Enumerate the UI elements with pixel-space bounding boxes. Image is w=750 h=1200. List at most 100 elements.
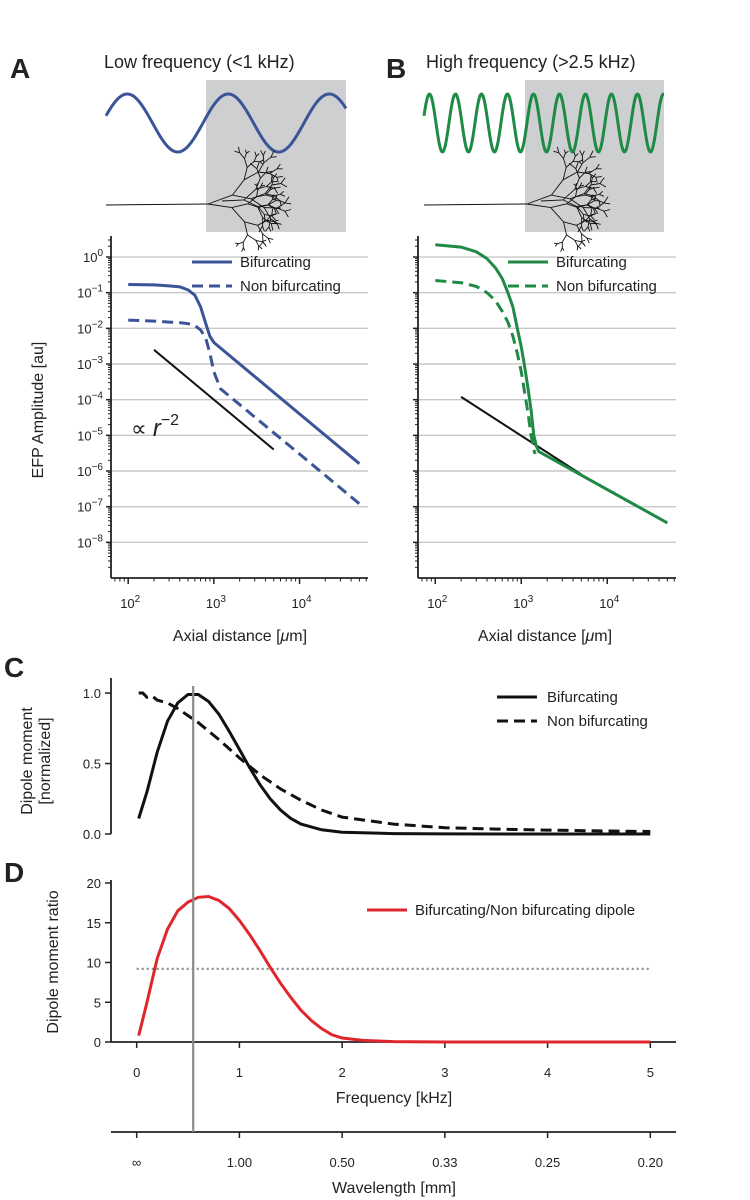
dendrite-branch bbox=[566, 203, 578, 208]
dendrite-branch bbox=[592, 208, 596, 214]
high-frequency-wave bbox=[422, 92, 665, 154]
dendrite-branch bbox=[581, 225, 584, 232]
x-axis-label: Axial distance [μm] bbox=[478, 628, 612, 645]
dendrite-branch bbox=[590, 215, 595, 221]
dendrite-branch bbox=[595, 175, 602, 178]
dendrite-branch bbox=[565, 161, 574, 168]
axon-line bbox=[423, 203, 528, 206]
dendrite-branch bbox=[243, 171, 259, 181]
dendrite-tree bbox=[207, 146, 292, 252]
dendrite-branch bbox=[247, 234, 257, 241]
dendrite-branch bbox=[587, 226, 591, 232]
chart-c: 0.0 0.5 1.0 Bifurcating Non bifurcating Di… bbox=[19, 678, 651, 842]
dendrite-branch bbox=[260, 184, 266, 187]
dendrite-branch bbox=[593, 186, 600, 189]
dendrite-branch bbox=[557, 241, 563, 245]
dendrite-branch bbox=[280, 191, 284, 195]
dendrite-branch bbox=[580, 241, 585, 246]
dendrite-branch bbox=[586, 199, 592, 206]
y-tick-label: 10−4 bbox=[77, 391, 103, 408]
legend-label-non-bifurcating: Non bifurcating bbox=[556, 278, 657, 295]
dendrite-branch bbox=[585, 181, 591, 187]
dendrite-branch bbox=[594, 208, 599, 214]
dendrite-branch bbox=[241, 247, 244, 252]
dendrite-branch bbox=[595, 223, 599, 230]
legend-label-ratio: Bifurcating/Non bifurcating dipole bbox=[415, 902, 635, 919]
x-tick-label: 104 bbox=[599, 594, 619, 611]
dendrite-branch bbox=[575, 194, 585, 198]
dendrite-branch bbox=[585, 214, 592, 221]
dendrite-branch bbox=[258, 171, 270, 174]
dendrite-branch bbox=[262, 150, 266, 156]
series-bifurcating bbox=[435, 243, 669, 525]
y-tick-label: 10−2 bbox=[77, 319, 103, 336]
dendrite-branch bbox=[221, 199, 245, 202]
grid-lines bbox=[111, 256, 368, 544]
dendrite-branch bbox=[586, 237, 593, 240]
dendrite-branch bbox=[583, 226, 589, 232]
dendrite-branch bbox=[284, 202, 292, 205]
dendrite-branch bbox=[244, 158, 248, 168]
dendrite-branch bbox=[587, 204, 595, 209]
dendrite-branch bbox=[243, 199, 258, 207]
dendrite-branch bbox=[595, 202, 605, 209]
dendrite-branch bbox=[266, 186, 275, 189]
chart-d: 0 5 10 15 20 0 1 2 3 4 5 Bifurcating/Non bifurcat… bbox=[45, 686, 676, 1197]
x-axis-label-pre: Axial distance [ bbox=[478, 628, 586, 645]
dendrite-branch bbox=[575, 189, 578, 197]
y-tick-label: 10−1 bbox=[77, 284, 103, 301]
dendrite-branch bbox=[586, 238, 590, 244]
y-tick-label: 10−7 bbox=[77, 498, 103, 515]
wavelength-axis: ∞ 1.00 0.50 0.33 0.25 0.20 bbox=[111, 1131, 676, 1170]
dendrite-branch bbox=[264, 226, 270, 232]
wavelength-tick-label: 0.25 bbox=[535, 1155, 560, 1170]
dendrite-branch bbox=[265, 189, 271, 196]
dendrite-branch bbox=[274, 194, 278, 201]
dendrite-branch bbox=[599, 183, 607, 188]
dendrite-branch bbox=[563, 153, 566, 159]
dendrite-branch bbox=[596, 222, 601, 225]
dendrite-branch bbox=[553, 150, 559, 154]
dendrite-branch bbox=[268, 204, 276, 209]
dendrite-branch bbox=[271, 215, 276, 221]
legend-label-bifurcating: Bifurcating bbox=[240, 254, 311, 271]
y-tick-label: 10−5 bbox=[77, 426, 103, 443]
panel-letter-d: D bbox=[4, 857, 24, 888]
dendrite-branch bbox=[572, 156, 576, 162]
dendrite-branch bbox=[599, 177, 605, 184]
dendrite-branch bbox=[276, 163, 281, 170]
dendrite-branch bbox=[271, 213, 277, 216]
dendrite-branch bbox=[593, 188, 598, 194]
dendrite-branch bbox=[256, 189, 259, 197]
dendrite-branch bbox=[575, 183, 577, 186]
dendrite-branch bbox=[246, 150, 250, 154]
dendrite-branch bbox=[581, 155, 584, 163]
dendrite-branch bbox=[550, 203, 567, 209]
dendrite-branch bbox=[574, 178, 580, 190]
dendrite-branch bbox=[561, 234, 567, 243]
dendrite-branch bbox=[577, 162, 584, 173]
dendrite-branch bbox=[274, 188, 279, 194]
dendrite-branch bbox=[277, 222, 282, 225]
x-tick-label: 103 bbox=[206, 594, 226, 611]
dendrite-branch bbox=[590, 208, 593, 215]
dendrite-branch bbox=[257, 204, 269, 207]
series-non-bifurcating bbox=[435, 279, 537, 455]
dendrite-branch bbox=[266, 181, 272, 187]
legend-label-non-bifurcating: Non bifurcating bbox=[240, 278, 341, 295]
x-axis-label-post: m] bbox=[594, 628, 612, 645]
dendrite-branch bbox=[581, 150, 585, 156]
legend-label-non-bifurcating: Non bifurcating bbox=[547, 713, 648, 730]
dendrite-branch bbox=[246, 161, 255, 168]
dendrite-branch bbox=[270, 223, 274, 231]
dendrite-branch bbox=[256, 161, 260, 169]
dendrite-branch bbox=[276, 177, 279, 183]
dendrite-branch bbox=[267, 199, 273, 206]
dendrite-branch bbox=[564, 149, 566, 154]
dendrite-branch bbox=[603, 209, 611, 212]
dendrite-branch bbox=[256, 183, 258, 186]
grid-lines bbox=[418, 256, 676, 544]
panel-letter-c: C bbox=[4, 652, 24, 683]
dendrite-branch bbox=[239, 152, 245, 159]
x-tick-label: 102 bbox=[427, 594, 447, 611]
